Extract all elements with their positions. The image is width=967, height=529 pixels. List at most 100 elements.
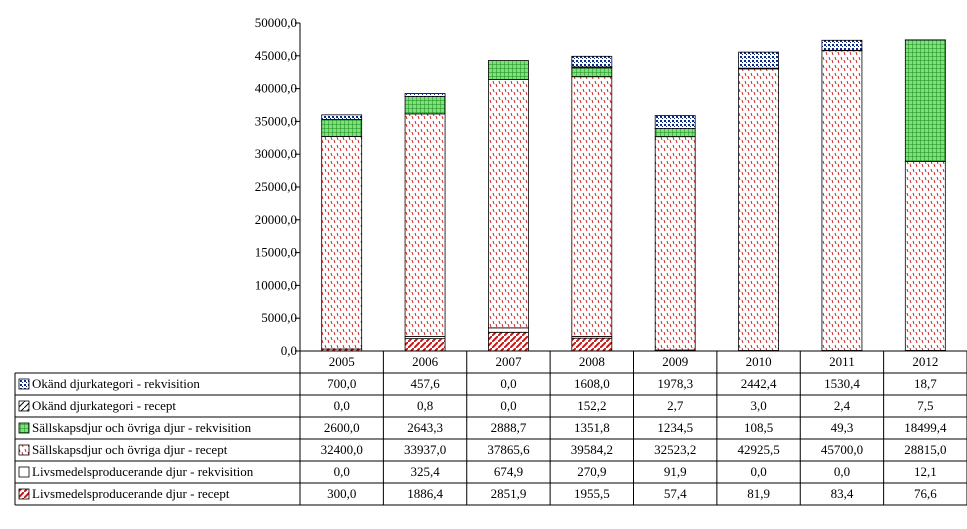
- table-cell-value: 2442,4: [741, 376, 777, 391]
- bar-segment-2007-5: [488, 331, 529, 352]
- table-cell-value: 57,4: [664, 486, 687, 501]
- bar-segment-2012-3: [904, 160, 946, 351]
- table-cell-value: 1886,4: [407, 486, 443, 501]
- table-cell-value: 1955,5: [574, 486, 610, 501]
- table-cell-value: 0,0: [500, 376, 516, 391]
- table-cell-value: 270,9: [577, 464, 606, 479]
- legend-swatch: [18, 422, 30, 434]
- series-label: Sällskapsdjur och övriga djur - rekvisit…: [32, 420, 252, 435]
- bar-segment-2007-3: [488, 79, 529, 329]
- table-cell-value: 2,7: [667, 398, 684, 413]
- bar-segment-2007-4: [488, 327, 529, 333]
- table-cell-value: 39584,2: [571, 442, 613, 457]
- table-cell-value: 1351,8: [574, 420, 610, 435]
- bar-segment-2006-0: [404, 93, 446, 97]
- table-cell-value: 42925,5: [737, 442, 779, 457]
- table-cell-value: 32400,0: [321, 442, 363, 457]
- bar-segment-2008-3: [571, 76, 613, 337]
- bar-segment-2007-2: [488, 60, 529, 80]
- x-category-label: 2010: [746, 354, 772, 369]
- table-cell-value: 12,1: [914, 464, 937, 479]
- x-category-label: 2008: [579, 354, 605, 369]
- table-cell-value: 28815,0: [904, 442, 946, 457]
- table-cell-value: 0,0: [500, 398, 516, 413]
- series-label: Okänd djurkategori - rekvisition: [32, 376, 200, 391]
- table-cell-value: 0,0: [750, 464, 766, 479]
- table-cell-value: 457,6: [410, 376, 440, 391]
- series-label: Okänd djurkategori - recept: [32, 398, 176, 413]
- legend-swatch: [18, 444, 30, 456]
- table-cell-value: 1234,5: [657, 420, 693, 435]
- table-cell-value: 0,0: [834, 464, 850, 479]
- table-cell-value: 2600,0: [324, 420, 360, 435]
- legend-swatch: [18, 488, 30, 500]
- y-tick-label: 15000,0: [255, 245, 297, 260]
- table-cell-value: 37865,6: [487, 442, 530, 457]
- table-cell-value: 2851,9: [491, 486, 527, 501]
- bar-segment-2005-2: [321, 119, 363, 137]
- table-cell-value: 33937,0: [404, 442, 446, 457]
- table-cell-value: 674,9: [494, 464, 523, 479]
- bar-segment-2009-2: [654, 128, 696, 138]
- y-tick-label: 45000,0: [255, 48, 297, 63]
- bar-segment-2006-5: [404, 338, 446, 352]
- y-tick-label: 5000,0: [261, 310, 297, 325]
- bars-group: [321, 39, 946, 352]
- data-table: 2005 2006 2007 2008 2009 2010 2011 2012 Okänd dj…: [14, 350, 967, 506]
- table-cell-value: 49,3: [831, 420, 854, 435]
- table-cell-value: 1608,0: [574, 376, 610, 391]
- table-cell-value: 2888,7: [491, 420, 527, 435]
- x-category-label: 2005: [329, 354, 355, 369]
- bar-segment-2008-0: [571, 55, 613, 68]
- y-tick-label: 35000,0: [255, 113, 297, 128]
- bar-segment-2011-0: [821, 39, 863, 51]
- y-axis: 0,0 5000,0 10000,0 15000,0 20000,0 25000,0 300…: [255, 15, 301, 358]
- bar-segment-2009-3: [654, 136, 696, 351]
- table-cell-value: 108,5: [744, 420, 773, 435]
- table-cell-value: 2643,3: [407, 420, 443, 435]
- table-cell-value: 91,9: [664, 464, 687, 479]
- bar-segment-2012-2: [904, 39, 946, 162]
- series-label: Livsmedelsproducerande djur - recept: [32, 486, 230, 501]
- x-category-label: 2012: [912, 354, 938, 369]
- y-tick-label: 10000,0: [255, 277, 297, 292]
- series-label: Sällskapsdjur och övriga djur - recept: [32, 442, 228, 457]
- table-cell-value: 325,4: [410, 464, 440, 479]
- table-cell-value: 152,2: [577, 398, 606, 413]
- bar-segment-2006-2: [404, 96, 446, 115]
- bar-segment-2008-5: [571, 337, 613, 352]
- legend-swatch: [18, 378, 30, 390]
- bar-segment-2005-3: [321, 136, 363, 350]
- bar-segment-2010-3: [738, 68, 779, 351]
- table-cell-value: 1530,4: [824, 376, 860, 391]
- bar-segment-2008-2: [571, 67, 613, 78]
- y-tick-label: 30000,0: [255, 146, 297, 161]
- table-cell-value: 300,0: [327, 486, 356, 501]
- table-cell-value: 1978,3: [657, 376, 693, 391]
- plot-area: 0,0 5000,0 10000,0 15000,0 20000,0 25000,0 300…: [255, 15, 946, 358]
- table-cell-value: 0,0: [334, 398, 350, 413]
- table-cell-value: 0,8: [417, 398, 433, 413]
- y-tick-label: 25000,0: [255, 179, 297, 194]
- series-label: Livsmedelsproducerande djur - rekvisitio…: [32, 464, 254, 479]
- bar-segment-2006-3: [404, 113, 446, 337]
- y-tick-label: 50000,0: [255, 15, 297, 30]
- bar-segment-2011-3: [821, 50, 863, 351]
- x-category-label: 2009: [662, 354, 688, 369]
- bar-segment-2009-0: [654, 115, 696, 129]
- y-tick-label: 20000,0: [255, 212, 297, 227]
- table-cell-value: 2,4: [834, 398, 851, 413]
- table-cell-value: 81,9: [747, 486, 770, 501]
- table-cell-value: 3,0: [750, 398, 766, 413]
- legend-swatch: [18, 466, 30, 478]
- table-cell-value: 0,0: [334, 464, 350, 479]
- bar-segment-2010-0: [738, 51, 779, 69]
- table-cell-value: 32523,2: [654, 442, 696, 457]
- table-cell-value: 700,0: [327, 376, 356, 391]
- x-category-label: 2007: [495, 354, 522, 369]
- x-category-label: 2011: [829, 354, 855, 369]
- table-cell-value: 7,5: [917, 398, 933, 413]
- table-cell-value: 83,4: [831, 486, 854, 501]
- y-tick-label: 40000,0: [255, 81, 297, 96]
